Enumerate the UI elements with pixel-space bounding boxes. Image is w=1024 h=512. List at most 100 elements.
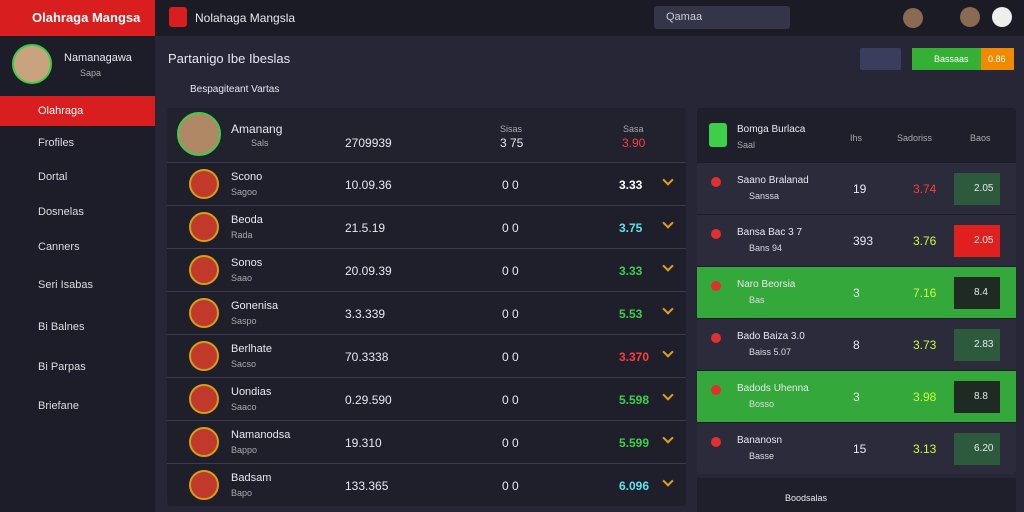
row-name: Bado Baiza 3.0	[737, 331, 805, 342]
expand[interactable]	[662, 432, 674, 444]
match-odds: 6.096	[619, 479, 650, 493]
menu-item[interactable]: Bi Parpas	[38, 361, 86, 373]
menu-item[interactable]: Briefane	[38, 400, 79, 412]
user-avatar[interactable]	[903, 8, 923, 28]
row-a: 3	[853, 286, 860, 300]
panel-col1: Ihs	[850, 133, 863, 143]
team-logo	[189, 169, 219, 199]
team-logo	[189, 255, 219, 285]
menu-item[interactable]: Dosnelas	[38, 206, 84, 218]
panel-header: Bomga Burlaca Saal Ihs Sadoriss Baos	[697, 108, 1016, 162]
menu-item[interactable]: Frofiles	[38, 137, 75, 149]
team-name: Scono	[231, 171, 263, 183]
table-header: Amanang Sals 2709939 Sisas 3 75 Sasa 3.90	[167, 108, 686, 162]
panel-row[interactable]: Badods Uhenna Bosso 3 3.98 8.8	[697, 370, 1016, 422]
team-sub: Sagoo	[231, 187, 258, 197]
side-panel: Bomga Burlaca Saal Ihs Sadoriss Baos Saano Br…	[697, 108, 1016, 474]
panel-row[interactable]: Bado Baiza 3.0 Baiss 5.07 8 3.73 2.83	[697, 318, 1016, 370]
odds-box[interactable]: 6.20	[954, 433, 1000, 465]
match-value: 21.5.19	[345, 221, 386, 235]
team-logo	[189, 427, 219, 457]
search[interactable]: Qamaa	[654, 6, 790, 29]
expand[interactable]	[662, 346, 674, 358]
match-value: 133.365	[345, 479, 389, 493]
panel-col2: Sadoriss	[897, 133, 933, 143]
match-row[interactable]: Sonos Saao 20.09.39 0 0 3.33	[167, 248, 686, 291]
row-b: 7.16	[913, 286, 937, 300]
odds-box[interactable]: 2.05	[954, 173, 1000, 205]
match-row[interactable]: Uondias Saaco 0.29.590 0 0 5.598	[167, 377, 686, 420]
header-score-label: Sisas	[500, 124, 523, 134]
team-name: Berlhate	[231, 343, 272, 355]
row-icon	[711, 177, 721, 187]
brand[interactable]: Olahraga Mangsa	[0, 0, 155, 36]
expand[interactable]	[662, 389, 674, 401]
menu-item[interactable]: Seri Isabas	[38, 279, 94, 291]
row-sub: Basse	[749, 451, 775, 461]
match-value: 70.3338	[345, 350, 389, 364]
panel-col3: Baos	[970, 133, 991, 143]
row-b: 3.76	[913, 234, 937, 248]
match-score: 0 0	[502, 479, 519, 493]
badge[interactable]: 0.86	[981, 48, 1014, 70]
match-row[interactable]: Beoda Rada 21.5.19 0 0 3.75	[167, 205, 686, 248]
menu-item[interactable]: Canners	[38, 241, 80, 253]
row-b: 3.73	[913, 338, 937, 352]
match-row[interactable]: Badsam Bapo 133.365 0 0 6.096	[167, 463, 686, 506]
expand[interactable]	[662, 303, 674, 315]
row-b: 3.13	[913, 442, 937, 456]
row-c: 2.83	[974, 339, 994, 350]
menu-item[interactable]: Bi Balnes	[38, 321, 85, 333]
panel-logo	[709, 123, 727, 147]
row-name: Naro Beorsia	[737, 279, 796, 290]
expand[interactable]	[662, 475, 674, 487]
panel-row[interactable]: Naro Beorsia Bas 3 7.16 8.4	[697, 266, 1016, 318]
expand[interactable]	[662, 174, 674, 186]
row-sub: Bas	[749, 295, 765, 305]
topbar: Nolahaga Mangsla Qamaa	[155, 0, 1024, 36]
expand[interactable]	[662, 217, 674, 229]
match-score: 0 0	[502, 307, 519, 321]
action-button[interactable]: Bassaas	[912, 48, 981, 70]
match-value: 10.09.36	[345, 178, 392, 192]
odds-box[interactable]: 8.8	[954, 381, 1000, 413]
row-b: 3.98	[913, 390, 937, 404]
panel-row[interactable]: Saano Bralanad Sanssa 19 3.74 2.05	[697, 162, 1016, 214]
odds-box[interactable]: 2.83	[954, 329, 1000, 361]
page-subtitle: Bespagiteant Vartas	[190, 84, 280, 95]
team-sub: Saaco	[231, 402, 257, 412]
row-c: 8.4	[974, 287, 988, 298]
filter-button[interactable]	[860, 48, 901, 70]
panel-row[interactable]: Bananosn Basse 15 3.13 6.20	[697, 422, 1016, 474]
row-a: 19	[853, 182, 867, 196]
profile-name: Namanagawa	[64, 52, 132, 64]
match-row[interactable]: Scono Sagoo 10.09.36 0 0 3.33	[167, 162, 686, 205]
match-value: 20.09.39	[345, 264, 392, 278]
team-sub: Saspo	[231, 316, 257, 326]
header-value: 2709939	[345, 136, 392, 150]
match-row[interactable]: Namanodsa Bappo 19.310 0 0 5.599	[167, 420, 686, 463]
team-logo	[189, 384, 219, 414]
team-name: Gonenisa	[231, 300, 279, 312]
row-name: Badods Uhenna	[737, 383, 809, 394]
row-icon	[711, 229, 721, 239]
row-name: Saano Bralanad	[737, 175, 809, 186]
expand[interactable]	[662, 260, 674, 272]
team-logo	[189, 298, 219, 328]
menu-item[interactable]: Dortal	[38, 171, 68, 183]
panel-footer: Boodsalas	[697, 478, 1016, 512]
user-avatar[interactable]	[960, 7, 980, 27]
sidebar: Olahraga Mangsa Namanagawa Sapa Olahraga…	[0, 0, 155, 512]
row-c: 2.05	[974, 183, 994, 194]
odds-box[interactable]: 2.05	[954, 225, 1000, 257]
match-row[interactable]: Gonenisa Saspo 3.3.339 0 0 5.53	[167, 291, 686, 334]
menu-item[interactable]: Olahraga	[0, 96, 155, 126]
avatar[interactable]	[12, 44, 52, 84]
match-row[interactable]: Berlhate Sacso 70.3338 0 0 3.370	[167, 334, 686, 377]
panel-row[interactable]: Bansa Bac 3 7 Bans 94 393 3.76 2.05	[697, 214, 1016, 266]
notifications[interactable]	[992, 7, 1012, 27]
odds-box[interactable]: 8.4	[954, 277, 1000, 309]
row-icon	[711, 437, 721, 447]
page-title: Partanigo Ibe Ibeslas	[168, 51, 291, 66]
team-sub: Rada	[231, 230, 253, 240]
